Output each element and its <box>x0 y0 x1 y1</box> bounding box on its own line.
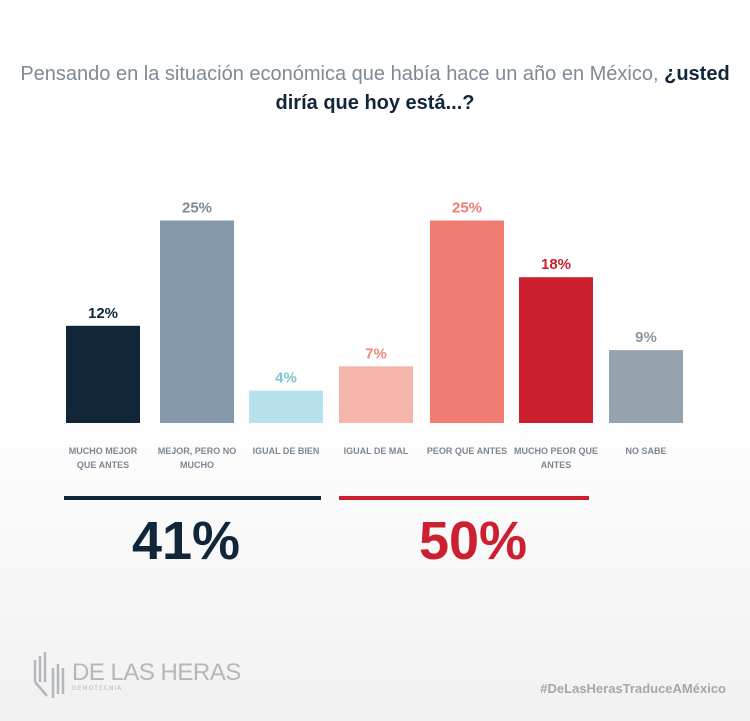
category-label: NO SABE <box>625 446 667 456</box>
logo-icon <box>33 652 65 698</box>
bar <box>160 220 234 423</box>
bar <box>519 277 593 423</box>
bar <box>66 325 140 423</box>
data-label: 4% <box>275 370 297 387</box>
category-label: MUCHO MEJOR QUE ANTES <box>68 446 138 470</box>
negative-total: 50% <box>418 511 528 571</box>
logo-text: DE LAS HERAS <box>72 658 241 686</box>
logo-subtitle: DEMOTECNIA <box>72 684 123 692</box>
category-label: MEJOR, PERO NO MUCHO <box>157 446 237 470</box>
category-label: MUCHO PEOR QUE ANTES <box>513 446 598 470</box>
data-label: 7% <box>365 345 387 362</box>
positive-total: 41% <box>131 511 241 571</box>
data-label: 18% <box>541 256 571 273</box>
bar <box>609 350 683 423</box>
title-text: Pensando en la situación económica que h… <box>20 63 665 85</box>
data-label: 12% <box>88 305 118 322</box>
chart-title: Pensando en la situación económica que h… <box>0 60 750 118</box>
bar <box>249 390 323 423</box>
data-label: 25% <box>182 200 212 217</box>
bar-chart: 12% 25% 4% 7% 25% 18% 9% <box>66 200 683 423</box>
data-label: 25% <box>452 200 482 217</box>
title-question: ¿usted diría que hoy está...? <box>275 63 730 114</box>
data-label: 9% <box>635 329 657 346</box>
category-label: PEOR QUE ANTES <box>426 446 508 456</box>
logo: DE LAS HERAS DEMOTECNIA <box>32 650 241 700</box>
positive-summary-line <box>64 496 321 500</box>
hashtag: #DeLasHerasTraduceAMéxico <box>540 681 726 696</box>
category-label: IGUAL DE MAL <box>343 446 409 456</box>
bar <box>339 366 413 423</box>
negative-summary-line <box>339 496 589 500</box>
category-label: IGUAL DE BIEN <box>252 446 320 456</box>
bar <box>430 220 504 423</box>
